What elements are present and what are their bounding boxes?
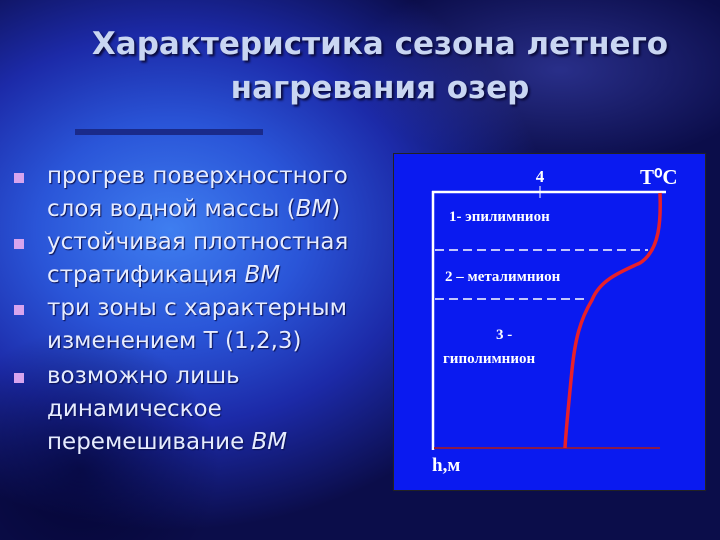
bullet-em: ВМ [251, 429, 288, 455]
bullet-text: ) [331, 196, 341, 222]
zone-label-metalimnion: 2 – металимнион [445, 269, 561, 285]
title-line-2: нагревания озер [230, 70, 530, 106]
bullet-list: прогрев поверхностного слоя водной массы … [14, 160, 387, 459]
zone-label-hypolimnion: гиполимнион [443, 351, 535, 367]
temperature-curve [563, 192, 662, 449]
bullet-item: устойчивая плотностная стратификация ВМ [14, 226, 387, 292]
title-underline [75, 129, 263, 135]
y-axis-label: h,м [432, 455, 460, 476]
slide-title: Характеристика сезона летнего нагревания… [60, 22, 700, 110]
bullet-item: прогрев поверхностного слоя водной массы … [14, 160, 387, 226]
bullet-text: устойчивая плотностная [47, 229, 349, 255]
bullet-text: прогрев поверхностного [47, 163, 348, 189]
x-axis-label: T⁰C [640, 165, 678, 189]
bullet-text: стратификация [47, 262, 245, 288]
tick-label: 4 [536, 167, 545, 186]
zone-label-epilimnion: 1- эпилимнион [449, 209, 550, 225]
bullet-em: ВМ [295, 196, 332, 222]
square-bullet-icon [14, 305, 24, 315]
square-bullet-icon [14, 373, 24, 383]
bullet-item: возможно лишь динамическое перемешивание В… [14, 360, 387, 459]
thermocline-diagram [393, 153, 706, 491]
bullet-text: перемешивание [47, 429, 252, 455]
bullet-text: три зоны с характерным [47, 295, 348, 321]
bullet-text: изменением Т (1,2,3) [47, 328, 302, 354]
bullet-text: слоя водной массы ( [47, 196, 296, 222]
bullet-text: динамическое [47, 396, 222, 422]
zone-label-number: 3 - [496, 327, 512, 343]
square-bullet-icon [14, 239, 24, 249]
title-line-1: Характеристика сезона летнего [91, 26, 669, 62]
bullet-text: возможно лишь [47, 363, 240, 389]
square-bullet-icon [14, 173, 24, 183]
bullet-em: ВМ [244, 262, 281, 288]
bullet-item: три зоны с характерным изменением Т (1,2,… [14, 292, 387, 358]
